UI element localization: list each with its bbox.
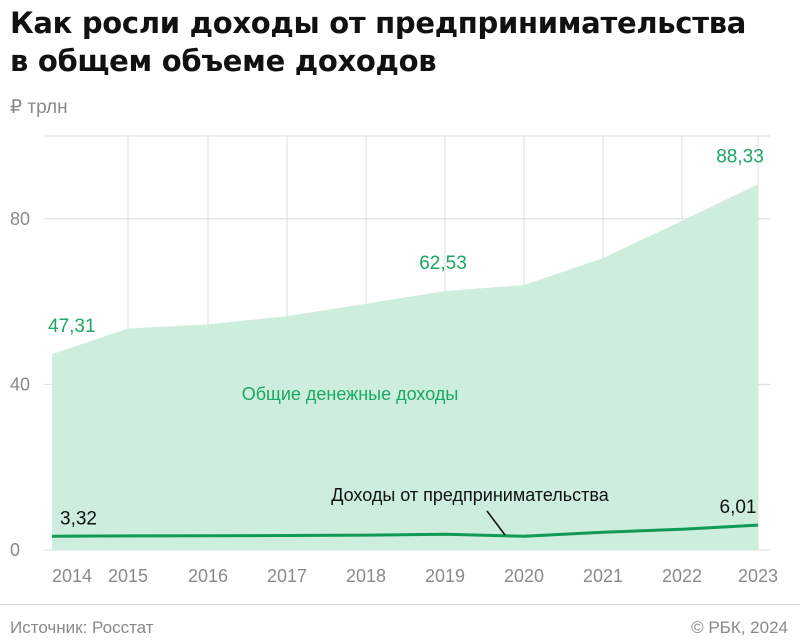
copyright-note: © РБК, 2024 [691,618,788,637]
y-tick-label-40: 40 [10,374,30,394]
series-label-business-income: Доходы от предпринимательства [331,485,610,505]
x-tick-label-2016: 2016 [188,566,228,586]
y-tick-label-0: 0 [10,540,20,560]
line-value-label-2023: 6,01 [720,497,757,518]
chart-title-line-2: в общем объеме доходов [10,44,437,78]
data-labels: 47,31 62,53 88,33 3,32 6,01 [48,146,764,529]
x-tick-label-2022: 2022 [662,566,702,586]
area-value-label-2014: 47,31 [48,316,96,337]
line-value-label-2014: 3,32 [60,508,97,529]
y-axis-ticks: 0 40 80 [10,209,30,560]
y-tick-label-80: 80 [10,209,30,229]
chart-title: Как росли доходы от предпринимательства … [10,4,790,80]
x-tick-label-2019: 2019 [425,566,465,586]
x-tick-label-2020: 2020 [504,566,544,586]
business-income-leader-line [486,510,506,536]
x-tick-label-2017: 2017 [267,566,307,586]
x-axis-ticks: 2014 2015 2016 2017 2018 2019 2020 2021 2022 2023 [52,566,778,586]
x-tick-label-2014: 2014 [52,566,92,586]
x-tick-label-2021: 2021 [583,566,623,586]
business-income-line [51,523,759,538]
x-tick-label-2018: 2018 [346,566,386,586]
footer-divider [0,604,800,605]
total-income-area [52,184,758,551]
x-tick-label-2015: 2015 [108,566,148,586]
unit-label: ₽ трлн [10,97,68,118]
area-value-label-2019: 62,53 [419,253,467,274]
chart-title-line-1: Как росли доходы от предпринимательства [10,6,747,40]
series-label-total-income: Общие денежные доходы [242,384,459,404]
x-tick-label-2023: 2023 [738,566,778,586]
source-note: Источник: Росстат [10,618,154,637]
area-value-label-2023: 88,33 [716,146,764,167]
